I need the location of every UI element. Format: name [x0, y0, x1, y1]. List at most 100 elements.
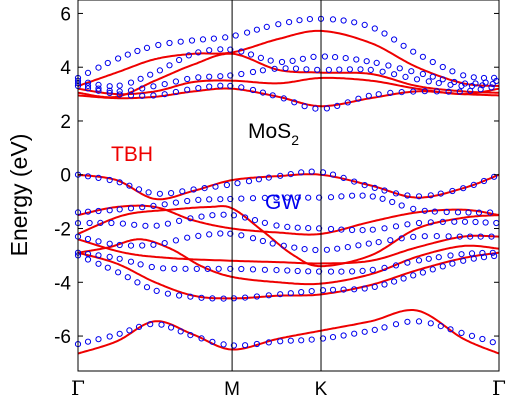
gw-point [95, 174, 102, 181]
gw-point [227, 195, 234, 203]
gw-point [470, 255, 477, 262]
gw-point [160, 265, 167, 272]
gw-point [119, 220, 127, 227]
gw-point [319, 169, 327, 176]
gw-point [294, 267, 301, 275]
gw-point [392, 262, 400, 269]
x-tick-label: M [224, 379, 240, 400]
gw-point [116, 179, 123, 186]
gw-point [468, 250, 476, 257]
gw-point [259, 67, 266, 74]
gw-band-7 [74, 82, 495, 112]
gw-point [385, 62, 392, 69]
gw-point [433, 88, 440, 95]
gw-point [265, 292, 272, 299]
gw-point [445, 233, 452, 240]
gw-point [150, 241, 157, 248]
gw-point [353, 56, 360, 63]
gw-point [184, 234, 191, 241]
gw-point [468, 332, 476, 339]
gw-point [361, 328, 368, 335]
gw-point [126, 327, 133, 334]
gw-point [95, 336, 102, 343]
gw-point [421, 233, 428, 240]
gw-point [131, 221, 138, 228]
gw-point [359, 227, 366, 234]
gw-point [106, 333, 113, 340]
gw-point [479, 335, 486, 343]
y-tick-label: 6 [60, 4, 71, 25]
gw-point [269, 92, 276, 99]
gw-point [265, 339, 272, 346]
gw-point [367, 66, 374, 74]
gw-point [461, 80, 469, 87]
gw-point [147, 321, 154, 328]
gw-point [465, 209, 472, 216]
gw-point [467, 233, 474, 240]
gw-point [134, 47, 141, 55]
gw-point [199, 36, 207, 43]
gw-point [451, 78, 458, 86]
gw-point [195, 85, 202, 92]
gw-point [201, 185, 208, 192]
gw-point [198, 294, 205, 301]
gw-point [168, 324, 175, 331]
gw-point [381, 30, 388, 37]
gw-point [116, 241, 123, 249]
gw-point [361, 285, 368, 292]
gw-point [282, 65, 289, 72]
gw-point [338, 193, 345, 200]
gw-point [177, 38, 184, 45]
gw-point [400, 42, 407, 49]
gw-point [153, 287, 160, 294]
y-tick-label: 4 [60, 58, 71, 79]
gw-point [206, 73, 213, 80]
gw-point [381, 264, 388, 271]
gw-point [427, 320, 434, 327]
gw-point [84, 82, 92, 90]
gw-point [230, 342, 237, 349]
gw-point [217, 73, 224, 80]
gw-point [137, 75, 144, 82]
y-tick-label: 0 [60, 166, 71, 187]
gw-point [340, 286, 347, 293]
gw-point [176, 217, 183, 224]
gw-point [153, 222, 160, 229]
gw-band-2 [74, 249, 496, 275]
gw-point [273, 267, 280, 274]
gw-point [379, 195, 386, 202]
gw-point [223, 181, 230, 189]
gw-point [217, 196, 224, 203]
gw-point [437, 323, 444, 330]
gw-point [209, 338, 216, 345]
gw-band-10 [74, 15, 498, 82]
gw-point [155, 41, 162, 49]
gw-point [327, 225, 335, 233]
gw-point [404, 221, 411, 228]
plot-area [74, 15, 500, 355]
gw-point [332, 54, 339, 61]
gw-point [351, 178, 358, 185]
gw-point [265, 174, 272, 181]
gw-point [220, 295, 227, 302]
gw-point [126, 182, 133, 189]
gw-point [261, 219, 268, 226]
gw-point [143, 44, 151, 52]
gw-point [176, 292, 183, 299]
gw-point [273, 194, 280, 201]
gw-point [277, 172, 284, 179]
gw-point [287, 290, 294, 297]
gw-point [460, 257, 467, 264]
gw-point [161, 91, 168, 98]
gw-point [344, 99, 351, 106]
gw-point [447, 252, 454, 259]
gw-point [135, 323, 143, 330]
gw-point [187, 293, 194, 300]
gw-point [298, 337, 305, 344]
gw-point [391, 278, 398, 285]
x-tick-label: Γ [71, 376, 85, 400]
gw-point [308, 336, 315, 343]
gw-point [375, 239, 382, 246]
